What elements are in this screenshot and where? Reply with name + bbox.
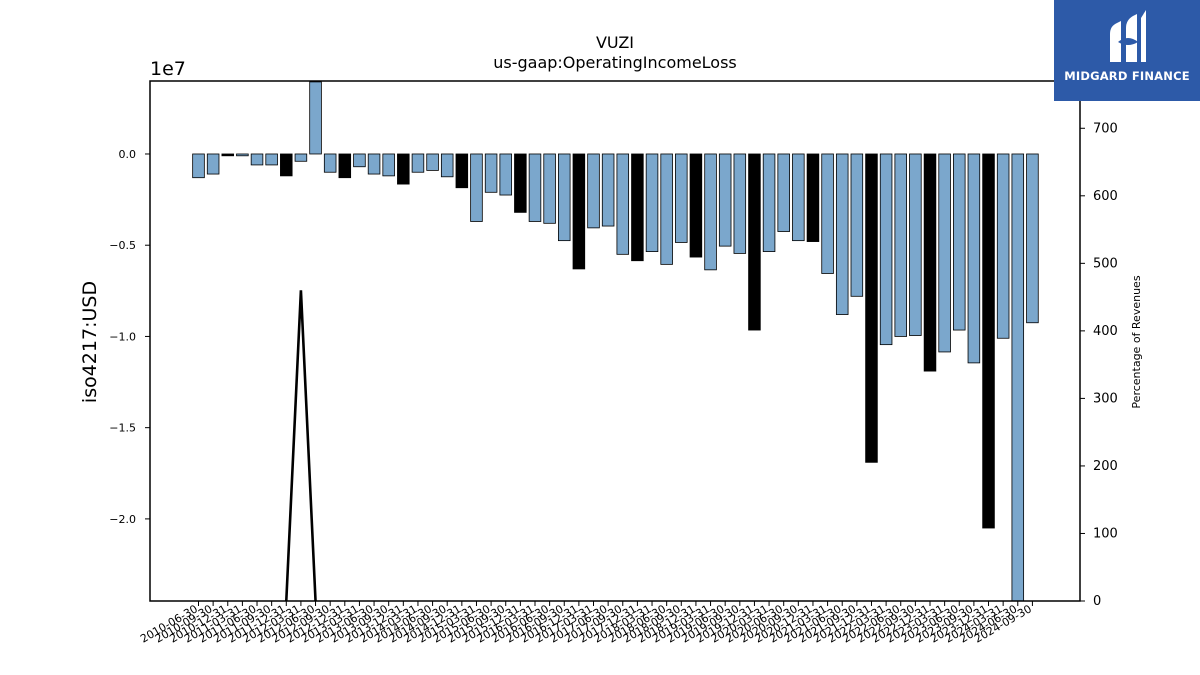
- y-offset-label: 1e7: [150, 58, 186, 80]
- bar-2022-03-31: [879, 153, 893, 346]
- bar-2019-09-30: [733, 153, 747, 254]
- bar-2021-09-30: [850, 153, 864, 297]
- bar-2022-06-30: [894, 153, 907, 337]
- bar-2010-09-30: [206, 153, 220, 175]
- bar-2014-03-31: [411, 153, 425, 173]
- bar-2017-09-30: [616, 153, 630, 255]
- bar-2015-03-31: [470, 153, 483, 222]
- bar-2024-03-31: [996, 153, 1010, 339]
- bar-2019-03-31: [704, 153, 717, 271]
- bar-2021-12-31: [865, 153, 878, 463]
- y-tick-label: −1.0: [109, 330, 136, 343]
- line-layer: [284, 290, 317, 602]
- bar-2023-12-31: [982, 153, 995, 529]
- y2-tick-label: 200: [1093, 459, 1118, 474]
- bar-2024-06-30: [1011, 153, 1025, 602]
- bar-2023-06-30: [953, 153, 966, 331]
- bar-2017-12-31: [631, 153, 644, 262]
- y2-tick-label: 0: [1093, 594, 1101, 609]
- y2-axis: 0 100 200 300 400 500 600 700: [1080, 121, 1118, 609]
- bar-2023-09-30: [967, 153, 981, 364]
- bar-2013-06-30: [367, 153, 381, 175]
- bar-2020-06-30: [777, 153, 790, 232]
- bar-2012-09-30: [323, 153, 337, 173]
- bar-2018-09-30: [675, 153, 688, 243]
- bar-2012-12-31: [338, 153, 352, 179]
- bar-2018-12-31: [689, 153, 703, 258]
- bar-2020-09-30: [792, 153, 805, 242]
- bar-2024-09-30: [1026, 153, 1039, 324]
- bar-2014-12-31: [455, 153, 469, 189]
- y2-tick-label: 600: [1093, 189, 1118, 204]
- bar-2016-03-31: [528, 153, 542, 222]
- series-line: [284, 290, 317, 602]
- bar-2016-12-31: [572, 153, 586, 270]
- y-tick-label: −0.5: [109, 239, 136, 252]
- bar-2018-03-31: [645, 153, 659, 252]
- bar-2021-03-31: [821, 153, 834, 274]
- bar-2013-12-31: [397, 153, 410, 185]
- bar-2017-03-31: [587, 153, 600, 229]
- y2-tick-label: 400: [1093, 324, 1118, 339]
- bar-2015-09-30: [499, 153, 512, 196]
- chart-subtitle: us-gaap:OperatingIncomeLoss: [493, 53, 737, 72]
- bar-2011-06-30: [250, 153, 264, 166]
- bar-2016-06-30: [543, 153, 556, 224]
- plot-frame: [149, 80, 1081, 602]
- bar-2021-06-30: [835, 153, 849, 315]
- logo-mark-icon: [1110, 10, 1146, 62]
- y2-tick-label: 300: [1093, 391, 1118, 406]
- bar-2011-03-31: [236, 153, 249, 157]
- bar-2011-12-31: [280, 153, 293, 177]
- y-axis-label: iso4217:USD: [79, 281, 101, 403]
- bar-2022-12-31: [923, 153, 937, 372]
- bar-2018-06-30: [660, 153, 673, 265]
- bar-2020-12-31: [806, 153, 820, 242]
- bar-2010-12-31: [221, 153, 235, 157]
- bar-2013-09-30: [382, 153, 395, 177]
- y-axis: 0.0 −0.5 −1.0 −1.5 −2.0: [109, 148, 150, 526]
- bar-2019-12-31: [748, 153, 761, 331]
- bar-2016-09-30: [558, 153, 571, 242]
- bar-2014-06-30: [426, 153, 439, 171]
- chart-title: VUZI: [596, 33, 634, 52]
- y2-tick-label: 100: [1093, 526, 1118, 541]
- bar-2015-06-30: [484, 153, 498, 193]
- y2-tick-label: 700: [1093, 121, 1118, 136]
- bar-2011-09-30: [265, 153, 278, 166]
- y-tick-label: −2.0: [109, 513, 136, 526]
- x-axis: 2010-06-302010-09-302010-12-312011-03-31…: [138, 601, 1034, 646]
- bar-2022-09-30: [909, 153, 922, 336]
- bar-2012-06-30: [309, 81, 322, 155]
- bar-2023-03-31: [938, 153, 951, 353]
- bar-2015-12-31: [514, 153, 527, 213]
- y-tick-label: −1.5: [109, 422, 136, 435]
- y-tick-label: 0.0: [119, 148, 137, 161]
- y2-axis-label: Percentage of Revenues: [1130, 275, 1143, 408]
- bar-2010-06-30: [192, 153, 205, 179]
- bar-2012-03-31: [294, 153, 308, 162]
- y2-tick-label: 500: [1093, 256, 1118, 271]
- brand-logo: MIDGARD FINANCE: [1054, 0, 1200, 101]
- bars-layer: [192, 81, 1039, 602]
- bar-2013-03-31: [353, 153, 366, 168]
- bar-2017-06-30: [601, 153, 615, 227]
- bar-2019-06-30: [718, 153, 732, 247]
- brand-name: MIDGARD FINANCE: [1064, 69, 1190, 83]
- bar-2014-09-30: [440, 153, 454, 178]
- bar-2020-03-31: [762, 153, 776, 252]
